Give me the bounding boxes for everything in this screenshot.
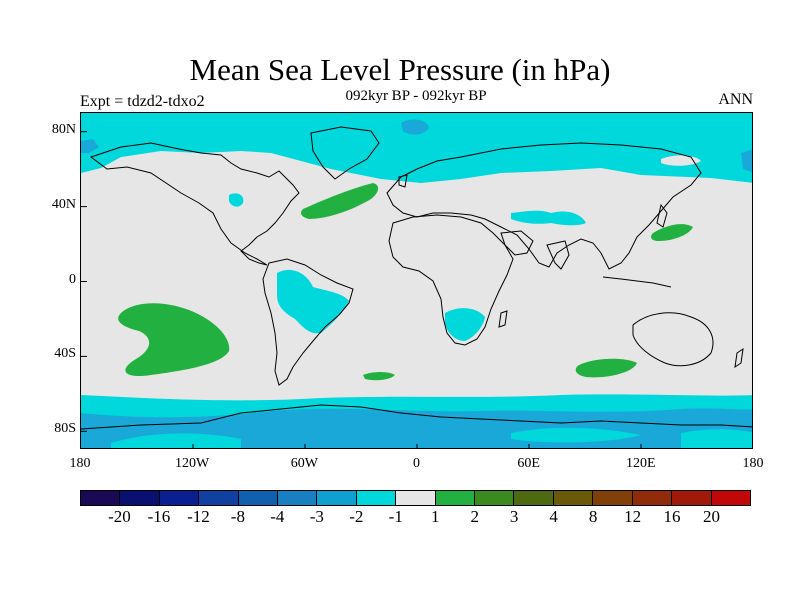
colorbar-swatch [120, 491, 160, 505]
map-panel [80, 112, 753, 449]
colorbar-label: -12 [187, 507, 210, 526]
lat-tick-label: 80N [51, 121, 76, 137]
indonesia-outline [602, 276, 672, 288]
colorbar-label: -1 [388, 507, 403, 526]
colorbar-label: -3 [309, 507, 324, 526]
colorbar-label: -20 [108, 507, 131, 526]
colorbar-swatch [593, 491, 633, 505]
colorbar-label: 8 [588, 507, 598, 526]
colorbar-swatch [317, 491, 357, 505]
colorbar-swatch [81, 491, 121, 505]
colorbar-swatch [278, 491, 318, 505]
colorbar-label: -8 [230, 507, 245, 526]
arctic-low-1 [401, 119, 429, 135]
south-africa-negative [445, 308, 485, 341]
map-title: Mean Sea Level Pressure (in hPa) [189, 52, 611, 87]
japan-outline [656, 203, 668, 228]
lon-tick-label: 180 [69, 456, 91, 471]
colorbar-swatch [356, 491, 397, 505]
lat-tick-label: 80S [54, 421, 76, 437]
lat-tick-label: 40S [54, 346, 76, 362]
north-america-outline [89, 142, 300, 266]
colorbar-label: 1 [430, 507, 440, 526]
coastlines [81, 126, 752, 430]
canada-negative-region [229, 193, 244, 207]
colorbar-label: 16 [663, 507, 681, 526]
eurasia-outline [386, 142, 702, 270]
lat-tick-label: 0 [69, 271, 76, 287]
arctic-negative-region [81, 113, 752, 183]
north-atlantic-positive [301, 183, 379, 219]
colorbar-label: 4 [549, 507, 558, 526]
colorbar-swatch [711, 491, 750, 505]
lon-tick-label: 120E [626, 456, 656, 471]
colorbar-swatch [159, 491, 200, 505]
lat-tick-label: 40N [51, 196, 76, 212]
lon-tick-label: 180 [742, 456, 764, 471]
season-label: ANN [718, 91, 753, 108]
antarctica-outline [81, 404, 752, 430]
colorbar-swatch [672, 491, 712, 505]
lon-tick-label: 60E [517, 456, 540, 471]
colorbar-swatch [199, 491, 239, 505]
colorbar-label: -16 [147, 507, 171, 526]
colorbar-swatch [553, 491, 594, 505]
colorbar-swatch [238, 491, 279, 505]
period-label: 092kyr BP - 092kyr BP [345, 88, 487, 104]
madagascar-outline [498, 310, 508, 328]
arabia-outline [500, 230, 534, 256]
south-pacific-positive [118, 303, 230, 377]
australia-outline [632, 312, 714, 367]
west-pacific-positive [651, 224, 693, 241]
colorbar-label: 3 [509, 507, 519, 526]
colorbar-swatch [475, 491, 515, 505]
antarctic-inner-cyan-1 [111, 433, 241, 448]
antarctic-inner-cyan-2 [511, 427, 641, 443]
colorbar-label: -2 [349, 507, 364, 526]
colorbar-label: 2 [470, 507, 479, 526]
arctic-low-2 [81, 139, 99, 153]
arctic-low-3 [741, 149, 752, 173]
pacific-arctic-cyan [661, 155, 701, 166]
colorbar-swatch [632, 491, 673, 505]
colorbar-swatch [435, 491, 476, 505]
india-outline [546, 240, 570, 270]
south-indian-positive [575, 358, 637, 378]
antarctic-inner-cyan-3 [681, 429, 752, 448]
colorbar-label: 20 [703, 507, 721, 526]
south-america-outline [262, 258, 354, 386]
asia-negative-region [511, 210, 586, 226]
map-canvas [81, 113, 752, 448]
colorbar [80, 490, 751, 506]
colorbar-label: 12 [624, 507, 642, 526]
south-america-negative [277, 269, 349, 334]
new-zealand-outline [734, 347, 744, 369]
experiment-label: Expt = tdzd2-tdxo2 [80, 93, 205, 110]
colorbar-swatch [514, 491, 554, 505]
greenland-outline [310, 126, 380, 180]
africa-outline [388, 214, 514, 346]
lon-tick-label: 120W [175, 456, 210, 471]
south-atlantic-positive [363, 372, 395, 381]
lon-tick-label: 0 [413, 456, 420, 471]
british-isles-outline [398, 174, 408, 188]
map-tick-marks [81, 131, 642, 448]
colorbar-swatch [396, 491, 436, 505]
lon-tick-label: 60W [290, 456, 318, 471]
colorbar-label: -4 [270, 507, 285, 526]
